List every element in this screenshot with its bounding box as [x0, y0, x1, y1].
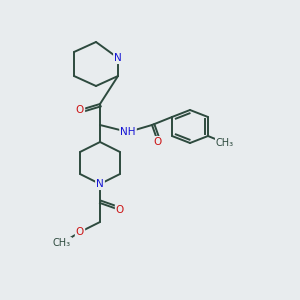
Text: N: N [114, 53, 122, 63]
Text: O: O [76, 227, 84, 237]
Text: O: O [116, 205, 124, 215]
Text: O: O [76, 105, 84, 115]
Text: NH: NH [120, 127, 136, 137]
Text: CH₃: CH₃ [53, 238, 71, 248]
Text: O: O [154, 137, 162, 147]
Text: N: N [96, 179, 104, 189]
Text: CH₃: CH₃ [216, 138, 234, 148]
